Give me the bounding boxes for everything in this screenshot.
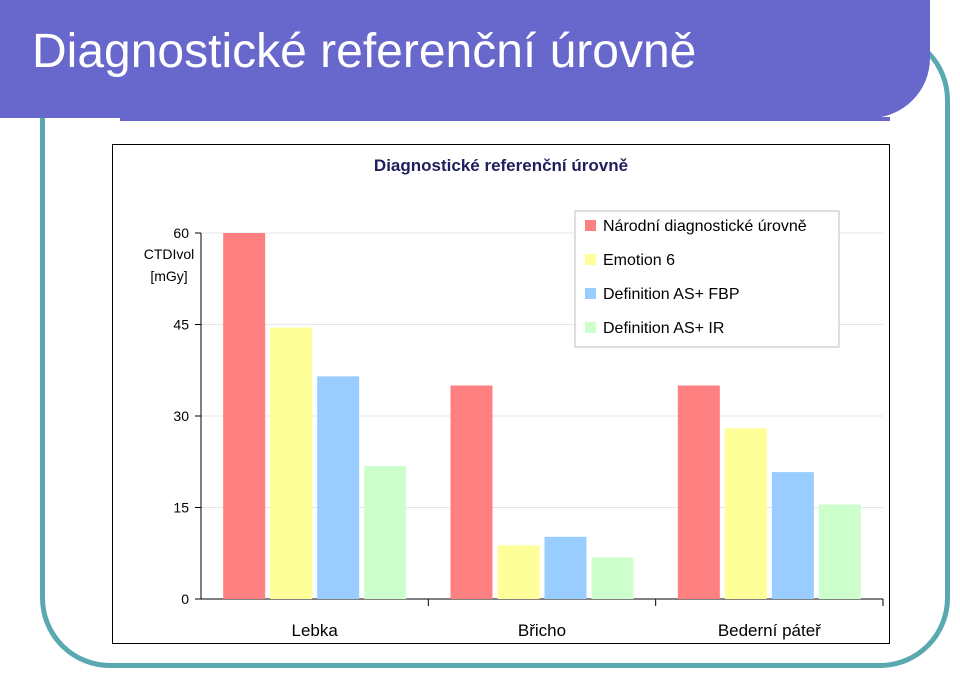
bar (591, 557, 634, 599)
legend-label: Emotion 6 (603, 252, 675, 269)
chart-title: Diagnostické referenční úrovně (374, 156, 628, 175)
legend-swatch (585, 322, 596, 333)
bar (364, 466, 407, 599)
legend-swatch (585, 254, 596, 265)
slide-title: Diagnostické referenční úrovně (32, 25, 697, 78)
legend-swatch (585, 220, 596, 231)
y-tick-label: 0 (181, 591, 189, 607)
bar (497, 545, 540, 599)
bar (450, 385, 493, 599)
y-tick-label: 60 (173, 225, 189, 241)
bar (677, 385, 720, 599)
legend-box (574, 210, 840, 348)
bar (724, 428, 767, 599)
bar (317, 376, 360, 599)
legend-swatch (585, 288, 596, 299)
y-axis-label: CTDIvol (144, 246, 195, 262)
title-underline (120, 117, 890, 121)
y-tick-label: 30 (173, 408, 189, 424)
legend-label: Definition AS+ IR (603, 320, 724, 337)
title-bar: Diagnostické referenční úrovně (0, 0, 930, 118)
x-tick-label: Bederní páteř (718, 621, 821, 640)
bar (223, 233, 266, 599)
legend-label: Národní diagnostické úrovně (603, 218, 807, 235)
bar (771, 472, 814, 599)
y-axis-label: [mGy] (150, 268, 187, 284)
bar (544, 536, 587, 599)
x-tick-label: Břicho (518, 621, 566, 640)
legend-label: Definition AS+ FBP (603, 286, 740, 303)
bar-chart: Diagnostické referenční úrovně 0 15 30 45 60 C… (144, 156, 884, 640)
y-tick-label: 45 (173, 317, 189, 333)
y-tick-label: 15 (173, 500, 189, 516)
bar (818, 504, 861, 599)
x-tick-label: Lebka (292, 621, 339, 640)
chart-container: Diagnostické referenční úrovně 0 15 30 45 60 C… (112, 144, 890, 644)
bar (270, 327, 313, 599)
